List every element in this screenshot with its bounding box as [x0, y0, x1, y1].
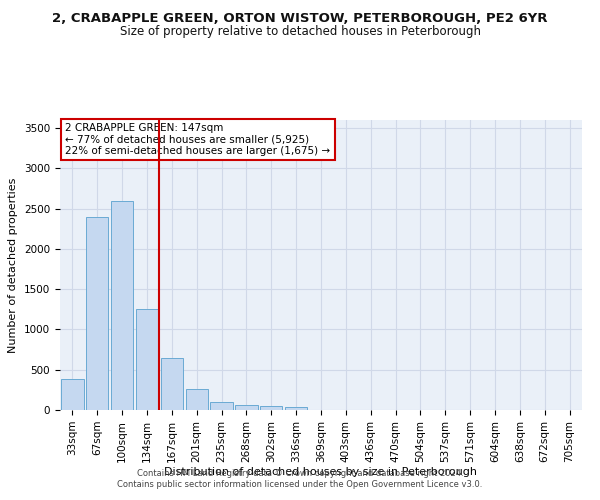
- Bar: [161, 358, 183, 410]
- Bar: [285, 407, 307, 410]
- Text: 2 CRABAPPLE GREEN: 147sqm
← 77% of detached houses are smaller (5,925)
22% of se: 2 CRABAPPLE GREEN: 147sqm ← 77% of detac…: [65, 123, 331, 156]
- Bar: [61, 378, 83, 410]
- Text: 2, CRABAPPLE GREEN, ORTON WISTOW, PETERBOROUGH, PE2 6YR: 2, CRABAPPLE GREEN, ORTON WISTOW, PETERB…: [52, 12, 548, 26]
- Text: Contains public sector information licensed under the Open Government Licence v3: Contains public sector information licen…: [118, 480, 482, 489]
- Bar: [211, 402, 233, 410]
- Bar: [260, 406, 283, 410]
- Text: Size of property relative to detached houses in Peterborough: Size of property relative to detached ho…: [119, 25, 481, 38]
- Bar: [136, 310, 158, 410]
- Bar: [185, 389, 208, 410]
- Bar: [235, 405, 257, 410]
- X-axis label: Distribution of detached houses by size in Peterborough: Distribution of detached houses by size …: [164, 468, 478, 477]
- Bar: [111, 200, 133, 410]
- Bar: [86, 216, 109, 410]
- Y-axis label: Number of detached properties: Number of detached properties: [8, 178, 19, 352]
- Text: Contains HM Land Registry data © Crown copyright and database right 2024.: Contains HM Land Registry data © Crown c…: [137, 468, 463, 477]
